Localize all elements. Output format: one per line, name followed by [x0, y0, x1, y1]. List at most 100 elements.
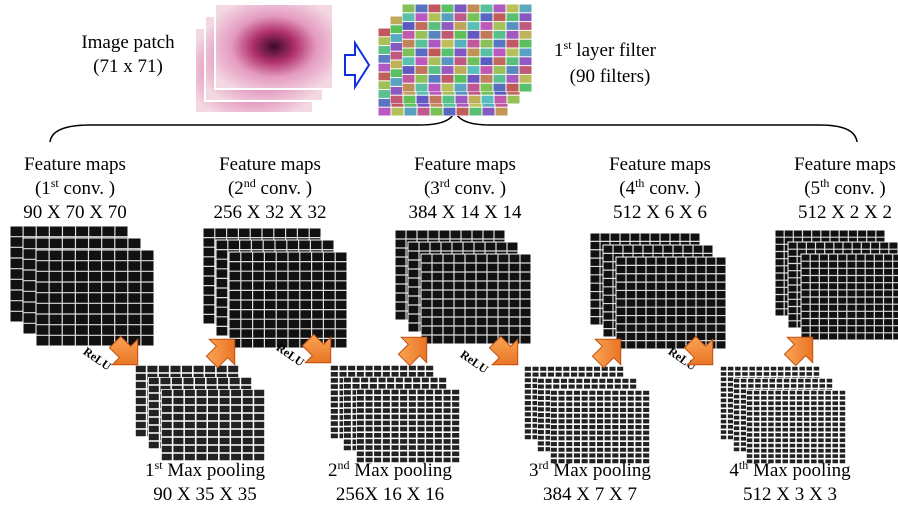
filter-cell [506, 74, 519, 83]
conv-title: Feature maps [609, 154, 711, 175]
conv-label: (3rd conv. ) [424, 176, 506, 199]
filter-cell [378, 28, 391, 37]
filter-cell [417, 107, 430, 116]
filter-cell [467, 13, 480, 22]
conv-post: conv. ) [256, 178, 312, 199]
pooled-map [746, 390, 846, 464]
filter-cell [506, 48, 519, 57]
conv-label: (1st conv. ) [35, 176, 115, 199]
pooled-map [356, 389, 460, 463]
filter-cell [390, 51, 403, 60]
filter-cell [506, 4, 519, 13]
filter-cell [467, 66, 480, 74]
filter-cell [415, 83, 428, 92]
filter-cell [390, 25, 403, 34]
conv-pre: (4 [619, 178, 635, 199]
conv-label: (2nd conv. ) [228, 176, 312, 199]
filter-cell [454, 74, 467, 83]
filter-cell [415, 39, 428, 48]
filter-cell [467, 22, 480, 30]
conv-label: (5th conv. ) [804, 176, 885, 199]
orange-arrow [108, 335, 139, 366]
filter-cell [506, 22, 519, 30]
conv-dims: 384 X 14 X 14 [409, 202, 522, 223]
filter-cell [467, 83, 480, 92]
filter-cell [441, 4, 454, 13]
input-title: Image patch [81, 32, 175, 53]
filter-cell [402, 30, 415, 39]
feature-map [420, 253, 532, 345]
filter-cell [480, 13, 493, 22]
filter-cell [428, 48, 441, 57]
conv-title: Feature maps [24, 154, 126, 175]
filter-cell [390, 60, 403, 69]
filter-cell [454, 22, 467, 30]
orange-arrow [397, 336, 428, 367]
filter-cell [519, 74, 532, 83]
filter-cell [378, 63, 391, 72]
flow-arrow [344, 39, 371, 91]
map-grid [616, 257, 726, 349]
filter-cell [402, 83, 415, 92]
filter-cell [441, 48, 454, 57]
filter-cell [519, 48, 532, 57]
pool-rest: Max pooling [549, 460, 652, 481]
map-cells [161, 389, 265, 461]
filter-cell [454, 48, 467, 57]
filter-cell [493, 22, 506, 30]
filter-cell [428, 22, 441, 30]
conv-sup: th [820, 176, 829, 190]
pool-dims: 384 X 7 X 7 [543, 484, 637, 505]
relu-label: ReLU [81, 344, 114, 373]
filter-cell [429, 95, 442, 104]
feature-map [800, 253, 898, 341]
filter-cell [378, 81, 391, 90]
filter-cell [402, 39, 415, 48]
filter-cell [402, 4, 415, 13]
filter-cell [467, 4, 480, 13]
filter-cell [456, 107, 469, 116]
filter-cell [402, 48, 415, 57]
filter-cell [428, 39, 441, 48]
filter-cell [415, 4, 428, 13]
filter-count: (90 filters) [570, 66, 651, 87]
filter-cell [454, 39, 467, 48]
pool-sup: nd [338, 458, 350, 472]
filter-cell [390, 34, 403, 42]
filter-cell [441, 30, 454, 39]
filter-cell [441, 13, 454, 22]
filter-cell [454, 57, 467, 66]
filter-cell [493, 39, 506, 48]
filter-cell [454, 30, 467, 39]
conv-dims: 90 X 70 X 70 [23, 202, 126, 223]
pool-num: 4 [729, 460, 739, 481]
conv-post: conv. ) [644, 178, 700, 199]
map-grid [801, 254, 898, 340]
filter-cell [454, 66, 467, 74]
orange-arrow [783, 336, 814, 367]
filter-cell [378, 90, 391, 98]
filter-cell [378, 46, 391, 54]
filter-cell [519, 13, 532, 22]
filter-cell [415, 48, 428, 57]
pool-sup: st [155, 458, 164, 472]
map-cells [356, 389, 460, 463]
filter-cell [415, 66, 428, 74]
filter-cell [480, 66, 493, 74]
layer: Feature maps(1st conv. )90 X 70 X 70Feat… [9, 3, 898, 505]
filter-cell [506, 57, 519, 66]
filter-cell [415, 57, 428, 66]
orange-arrow [683, 335, 714, 366]
pooled-map [550, 390, 650, 464]
filter-cell [506, 39, 519, 48]
filter-cell [415, 22, 428, 30]
conv-sup: nd [244, 176, 256, 190]
filter-cell [454, 13, 467, 22]
conv-post: conv. ) [829, 178, 885, 199]
filter-cell [403, 95, 416, 104]
filter-cell [378, 37, 391, 46]
filter-cell [506, 66, 519, 74]
filter-cell [441, 39, 454, 48]
filter-cell [480, 39, 493, 48]
